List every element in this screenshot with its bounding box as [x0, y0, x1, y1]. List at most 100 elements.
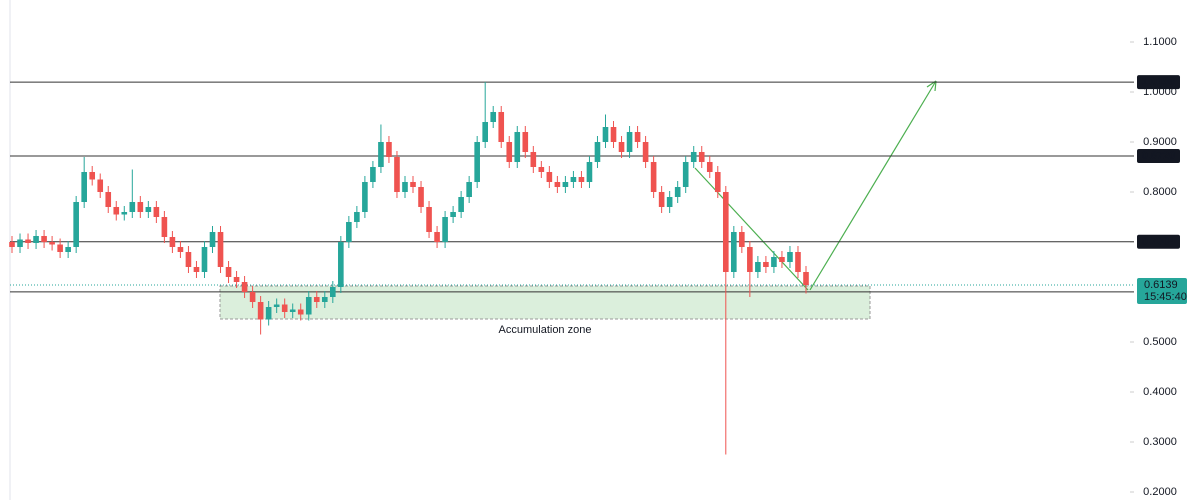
candle-body [25, 239, 31, 243]
level-badge [1137, 75, 1180, 90]
y-tick-label: 0.3000 [1143, 436, 1177, 448]
candle-body [530, 152, 537, 167]
candle-body [177, 247, 184, 252]
y-tick-label: 0.8000 [1143, 186, 1177, 198]
candle-body [338, 242, 344, 287]
candle-body [602, 127, 609, 142]
candle-body [201, 247, 208, 272]
candle-body [265, 307, 272, 320]
candle-body [610, 127, 617, 142]
candle-body [394, 157, 400, 192]
candle-body [241, 282, 248, 292]
candle-body [706, 162, 713, 172]
candle-body [33, 236, 39, 243]
y-tick-label: 0.4000 [1143, 386, 1177, 398]
candle-body [795, 252, 801, 272]
candle-body [578, 177, 585, 182]
candle-body [321, 297, 328, 302]
accumulation-zone [219, 285, 871, 320]
last-price-badge [1137, 278, 1187, 305]
candle-body [642, 142, 649, 162]
candle-body [482, 122, 488, 142]
candle-body [257, 302, 264, 320]
candle-body [89, 172, 96, 180]
candle-body [514, 132, 521, 162]
candle-body [113, 207, 120, 215]
candle-body [330, 287, 336, 297]
candle-body [763, 262, 769, 267]
y-tick-label: 0.9000 [1143, 136, 1177, 148]
candle-body [498, 112, 505, 142]
last-price-label: 0.6139 [1144, 279, 1178, 291]
candle-body [9, 242, 15, 247]
candle-body [666, 197, 673, 207]
candle-body [129, 202, 136, 212]
candle-body [49, 242, 55, 245]
trend-line [694, 167, 809, 291]
candle-body [618, 142, 625, 152]
candle-body [586, 162, 593, 182]
candle-body [281, 304, 288, 312]
candle-body [73, 202, 79, 247]
candle-body [57, 244, 63, 252]
level-badge [1137, 234, 1180, 249]
candle-body [305, 297, 312, 315]
candle-body [233, 277, 240, 282]
candle-body [346, 222, 352, 242]
candle-body [137, 202, 144, 212]
level-label: 0.7004 [1142, 236, 1177, 248]
candle-body [594, 142, 601, 162]
candle-body [682, 162, 689, 187]
candle-body [466, 182, 472, 197]
candle-body [650, 162, 657, 192]
candle-body [418, 187, 424, 207]
candle-body [169, 237, 176, 247]
candle-body [209, 232, 216, 247]
candle-body [698, 152, 705, 162]
candle-body [225, 267, 232, 277]
candle-body [722, 192, 729, 272]
candle-body [105, 192, 112, 207]
candle-body [803, 272, 809, 286]
candle-body [81, 172, 87, 202]
candle-body [185, 252, 192, 267]
candle-body [145, 207, 152, 212]
candle-body [193, 267, 200, 272]
candle-body [714, 172, 721, 192]
candle-body [490, 112, 497, 122]
candle-body [739, 232, 745, 247]
candle-body [522, 132, 529, 152]
level-label: 0.8720 [1142, 150, 1176, 162]
candle-body [690, 152, 697, 162]
candle-body [450, 212, 456, 217]
candle-body [731, 232, 737, 272]
candle-body [65, 247, 71, 252]
candle-body [634, 132, 641, 142]
candle-body [313, 297, 320, 302]
candle-body [562, 182, 569, 187]
candle-body [121, 212, 128, 215]
level-label: 1.0198 [1142, 76, 1176, 88]
candle-body [755, 262, 761, 272]
candle-body [538, 167, 545, 172]
candle-body [779, 257, 785, 262]
candle-body [442, 217, 448, 242]
candle-body [474, 142, 480, 182]
candle-body [153, 207, 160, 217]
level-badge [1137, 149, 1180, 163]
candle-body [378, 142, 384, 167]
candle-body [410, 182, 416, 187]
candle-body [674, 187, 681, 197]
candle-body [17, 239, 23, 247]
candle-body [289, 309, 296, 312]
candle-body [546, 172, 553, 182]
candle-body [570, 177, 577, 182]
candle-body [506, 142, 513, 162]
candle-body [386, 142, 392, 157]
candle-body [626, 132, 633, 152]
candle-body [217, 232, 224, 267]
candle-body [554, 182, 561, 187]
candle-body [354, 212, 360, 222]
candle-body [787, 252, 793, 262]
